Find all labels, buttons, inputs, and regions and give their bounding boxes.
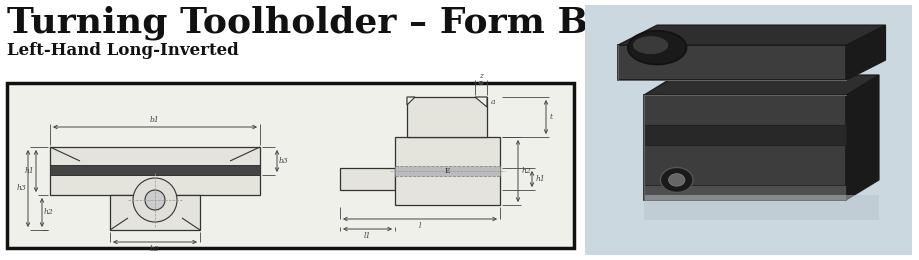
Polygon shape xyxy=(618,25,886,45)
Bar xyxy=(407,97,487,137)
Polygon shape xyxy=(644,75,879,95)
Polygon shape xyxy=(846,25,886,80)
Text: a: a xyxy=(491,98,495,106)
Ellipse shape xyxy=(633,36,668,54)
Bar xyxy=(50,165,260,175)
Polygon shape xyxy=(846,75,879,200)
Text: h3: h3 xyxy=(17,185,26,192)
Text: Turning Toolholder – Form B8: Turning Toolholder – Form B8 xyxy=(7,5,613,40)
Text: b2: b2 xyxy=(150,245,160,253)
Circle shape xyxy=(661,167,693,192)
Text: l1: l1 xyxy=(364,232,371,240)
Bar xyxy=(7,83,574,248)
Text: h2: h2 xyxy=(44,209,53,217)
Bar xyxy=(50,147,260,195)
Text: z: z xyxy=(479,72,483,80)
Bar xyxy=(644,125,846,145)
Circle shape xyxy=(133,178,177,222)
Bar xyxy=(618,45,846,80)
Text: h2: h2 xyxy=(522,167,532,175)
Text: b3: b3 xyxy=(279,157,289,165)
Polygon shape xyxy=(475,97,487,107)
Text: h1: h1 xyxy=(536,175,546,183)
Text: E: E xyxy=(444,167,449,175)
Text: l: l xyxy=(419,222,421,230)
Text: b1: b1 xyxy=(150,116,160,124)
Text: Left-Hand Long-Inverted: Left-Hand Long-Inverted xyxy=(7,42,239,59)
Bar xyxy=(340,168,395,190)
Bar xyxy=(644,185,846,200)
Bar xyxy=(395,137,500,205)
Bar xyxy=(644,95,846,200)
Circle shape xyxy=(145,190,165,210)
Ellipse shape xyxy=(628,31,686,64)
Text: t: t xyxy=(550,113,553,121)
Text: h1: h1 xyxy=(24,167,34,175)
Bar xyxy=(110,195,200,230)
Polygon shape xyxy=(407,97,415,105)
Bar xyxy=(644,195,879,220)
Circle shape xyxy=(669,174,685,186)
Bar xyxy=(395,166,500,176)
